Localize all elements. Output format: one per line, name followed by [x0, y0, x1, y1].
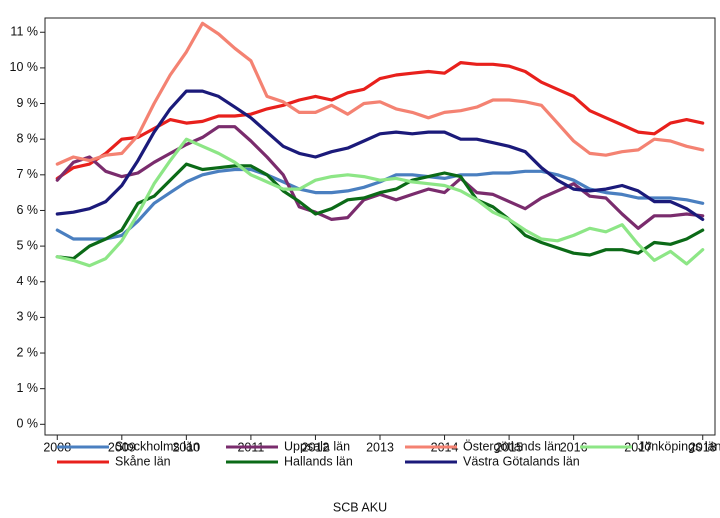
y-tick-label: 7 %: [16, 167, 38, 181]
series-line: [55, 162, 705, 261]
y-tick-label: 3 %: [16, 310, 38, 324]
y-tick-label: 5 %: [16, 238, 38, 252]
y-tick-label: 0 %: [16, 417, 38, 431]
series-line: [55, 137, 705, 268]
legend-label: Östergötlands län: [463, 439, 561, 453]
y-tick-label: 2 %: [16, 345, 38, 359]
x-tick-label: 2018: [689, 440, 717, 454]
x-tick-label: 2016: [560, 440, 588, 454]
x-tick-label: 2015: [495, 440, 523, 454]
x-tick-label: 2012: [302, 440, 330, 454]
series-line: [55, 61, 705, 180]
y-tick-label: 10 %: [10, 60, 39, 74]
legend-label: Västra Götalands län: [463, 454, 580, 468]
y-tick-label: 6 %: [16, 203, 38, 217]
legend-label: Uppsala län: [284, 439, 350, 453]
series-line: [55, 89, 705, 221]
y-tick-label: 9 %: [16, 96, 38, 110]
y-tick-label: 11 %: [10, 25, 38, 39]
legend-label: Hallands län: [284, 454, 353, 468]
series-line: [55, 125, 705, 230]
y-tick-label: 4 %: [16, 274, 38, 288]
x-tick-label: 2013: [366, 440, 394, 454]
caption: SCB AKU: [333, 500, 387, 514]
legend-label: Jönköpings län: [638, 439, 720, 453]
legend-label: Skåne län: [115, 454, 171, 468]
y-tick-label: 8 %: [16, 131, 38, 145]
x-tick-label: 2009: [108, 440, 136, 454]
y-tick-label: 1 %: [16, 381, 38, 395]
legend-label: Stockholms län: [115, 439, 200, 453]
x-tick-label: 2017: [624, 440, 652, 454]
x-tick-label: 2010: [172, 440, 200, 454]
series-line: [55, 21, 705, 166]
